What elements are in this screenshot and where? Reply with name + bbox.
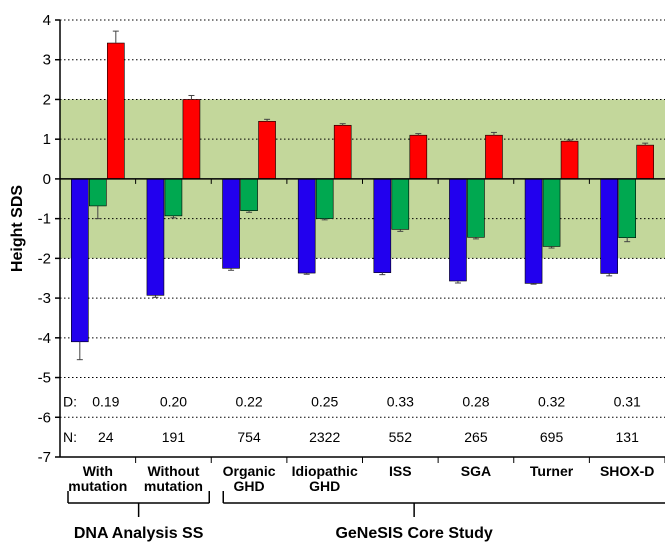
category-label: SHOX-D	[600, 463, 654, 479]
row-value: 0.22	[235, 393, 262, 409]
bar	[107, 42, 125, 180]
category-label: Turner	[530, 463, 574, 479]
category-label: mutation	[68, 478, 127, 494]
row-value: 552	[389, 429, 413, 445]
category-label: Idiopathic	[292, 463, 358, 479]
category-label: Organic	[223, 463, 276, 479]
row-value: 131	[616, 429, 640, 445]
bar	[258, 121, 276, 180]
category-label: Without	[147, 463, 199, 479]
bar	[146, 178, 165, 296]
row-value: 0.28	[462, 393, 489, 409]
bar	[391, 178, 410, 230]
row-value: 0.19	[92, 393, 119, 409]
row-label: D:	[63, 393, 77, 409]
bar	[222, 178, 240, 269]
row-value: 0.31	[614, 393, 641, 409]
bar	[315, 178, 334, 219]
category-label: SGA	[461, 463, 491, 479]
category-label: With	[83, 463, 113, 479]
y-tick-label: -3	[38, 290, 51, 307]
bar	[333, 124, 352, 180]
group-label: GeNeSIS Core Study	[335, 525, 492, 542]
bar	[485, 134, 503, 180]
y-tick-label: 3	[43, 52, 51, 69]
bar	[560, 140, 579, 180]
row-value: 754	[237, 429, 261, 445]
row-value: 2322	[309, 429, 340, 445]
bar	[373, 178, 392, 273]
bar	[542, 178, 561, 247]
row-value: 0.33	[387, 393, 414, 409]
bar	[71, 178, 89, 343]
bar	[240, 178, 258, 211]
bar	[636, 144, 654, 180]
bar	[467, 178, 485, 238]
group-labels: DNA Analysis SS GeNeSIS Core Study	[67, 491, 665, 542]
y-tick-labels: 4 3 2 1 0 -1 -2 -3 -4 -5 -6 -7	[38, 12, 51, 466]
bar	[89, 178, 107, 207]
y-tick-label: -1	[38, 211, 51, 228]
bar	[409, 134, 428, 180]
bar	[449, 178, 467, 282]
y-tick-label: 0	[43, 171, 51, 188]
bar	[182, 99, 201, 180]
category-label: mutation	[144, 478, 203, 494]
category-label: GHD	[309, 478, 340, 494]
row-value: 0.20	[160, 393, 187, 409]
y-tick-label: -7	[38, 449, 51, 466]
annotation-rows: D: 0.19 0.20 0.22 0.25 0.33 0.28 0.32 0.31 N: 24 19…	[63, 393, 641, 445]
row-value: 0.32	[538, 393, 565, 409]
bar	[164, 178, 183, 217]
category-labels: WithmutationWithoutmutationOrganicGHDIdi…	[68, 463, 654, 494]
category-label: ISS	[389, 463, 412, 479]
y-tick-label: 1	[43, 131, 51, 148]
row-value: 24	[98, 429, 114, 445]
y-tick-label: -4	[38, 330, 51, 347]
y-tick-label: -2	[38, 250, 51, 267]
bars	[71, 30, 654, 361]
row-value: 695	[540, 429, 564, 445]
row-value: 265	[464, 429, 488, 445]
y-tick-label: 2	[43, 91, 51, 108]
row-label: N:	[63, 429, 77, 445]
row-value: 0.25	[311, 393, 338, 409]
y-axis-title: Height SDS	[9, 185, 26, 272]
y-tick-label: -5	[38, 370, 51, 387]
bar	[600, 178, 618, 274]
y-tick-label: 4	[43, 12, 51, 29]
group-label: DNA Analysis SS	[74, 525, 204, 542]
bar	[297, 178, 316, 274]
bar	[524, 178, 543, 284]
bar	[618, 178, 636, 239]
category-label: GHD	[234, 478, 265, 494]
row-value: 191	[162, 429, 186, 445]
axes	[55, 19, 665, 463]
y-tick-label: -6	[38, 409, 51, 426]
